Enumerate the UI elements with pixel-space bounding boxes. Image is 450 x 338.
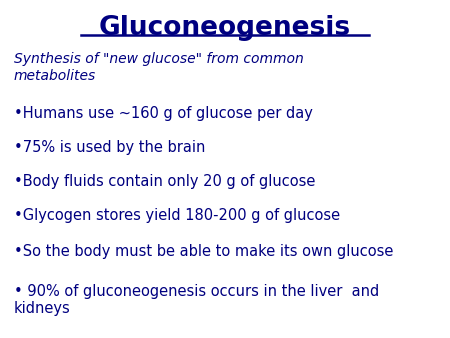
- Text: •Humans use ~160 g of glucose per day: •Humans use ~160 g of glucose per day: [14, 106, 312, 121]
- Text: •Body fluids contain only 20 g of glucose: •Body fluids contain only 20 g of glucos…: [14, 174, 315, 189]
- Text: •So the body must be able to make its own glucose: •So the body must be able to make its ow…: [14, 244, 393, 259]
- Text: Synthesis of "new glucose" from common
metabolites: Synthesis of "new glucose" from common m…: [14, 52, 303, 82]
- Text: • 90% of gluconeogenesis occurs in the liver  and
kidneys: • 90% of gluconeogenesis occurs in the l…: [14, 284, 379, 316]
- Text: •75% is used by the brain: •75% is used by the brain: [14, 140, 205, 155]
- Text: •Glycogen stores yield 180-200 g of glucose: •Glycogen stores yield 180-200 g of gluc…: [14, 208, 340, 223]
- Text: Gluconeogenesis: Gluconeogenesis: [99, 15, 351, 41]
